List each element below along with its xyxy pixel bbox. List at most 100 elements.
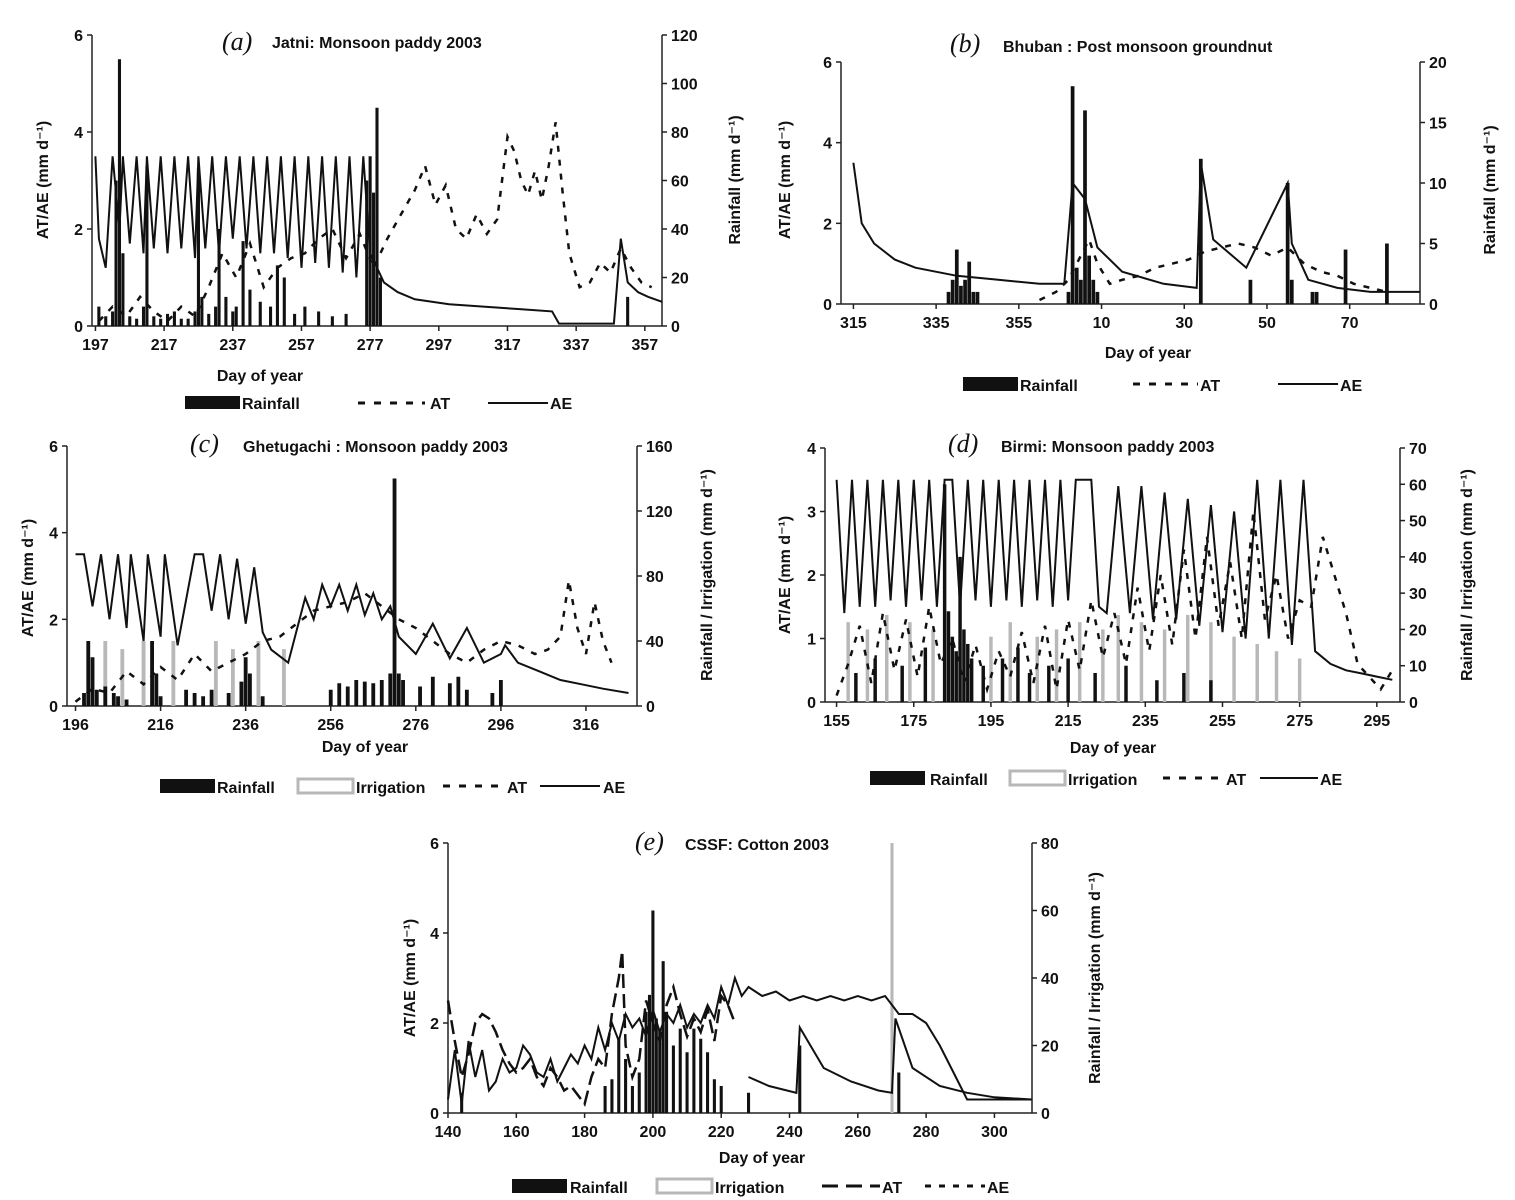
- panel-d-ylabel-left: AT/AE (mm d⁻¹): [777, 516, 794, 634]
- panel-d-ylabel-right: Rainfall / Irrigation (mm d⁻¹): [1459, 469, 1476, 681]
- x-tick-label: 335: [923, 315, 950, 332]
- rainfall-bar: [464, 689, 469, 706]
- irrigation-bar: [1116, 614, 1121, 702]
- rainfall-bar: [121, 253, 125, 326]
- rainfall-bar: [1198, 158, 1203, 304]
- rainfall-bar: [1091, 279, 1096, 304]
- x-tick-label: 275: [1286, 713, 1313, 730]
- rainfall-bar: [1124, 665, 1128, 702]
- y-right-tick-label: 60: [1409, 477, 1427, 494]
- rainfall-bar: [447, 683, 452, 706]
- at-series-line: [97, 122, 653, 323]
- legend-irrigation-label: Irrigation: [715, 1180, 784, 1197]
- x-tick-label: 160: [503, 1124, 530, 1141]
- rainfall-bar: [969, 658, 974, 702]
- legend-at-label: AT: [1226, 772, 1246, 789]
- ae-series-line: [835, 478, 1393, 681]
- y-right-tick-label: 0: [1409, 695, 1418, 712]
- legend-at-label: AT: [507, 780, 527, 797]
- irrigation-bar: [256, 641, 261, 706]
- panel-e-ylabel-left: AT/AE (mm d⁻¹): [402, 919, 419, 1037]
- y-right-tick-label: 70: [1409, 441, 1427, 458]
- rainfall-bar: [430, 676, 435, 706]
- rainfall-bar: [658, 1028, 662, 1113]
- rainfall-bar: [172, 311, 176, 326]
- panel-b-ylabel-right: Rainfall (mm d⁻¹): [1482, 125, 1499, 254]
- rainfall-bar: [923, 647, 928, 702]
- panel-b-plot: 0 2 4 6 0 5 10 15 20 315 335 355 10 30 50 70: [823, 55, 1447, 332]
- rainfall-bar: [217, 229, 221, 326]
- legend-ae-label: AE: [550, 396, 573, 413]
- panel-a-ylabel-left: AT/AE (mm d⁻¹): [35, 121, 52, 239]
- rainfall-bar: [706, 1052, 710, 1113]
- rainfall-bar: [798, 1045, 802, 1113]
- legend-rainfall-swatch: [870, 771, 925, 785]
- irrigation-bar: [931, 629, 935, 702]
- y-left-tick-label: 0: [430, 1106, 439, 1123]
- rainfall-bar: [152, 316, 156, 326]
- panel-b-title: Bhuban : Post monsoon groundnut: [1003, 39, 1273, 56]
- rainfall-bar: [661, 961, 665, 1113]
- y-right-tick-label: 80: [671, 125, 689, 142]
- x-tick-label: 220: [708, 1124, 735, 1141]
- rainfall-bar: [975, 291, 980, 304]
- x-tick-label: 215: [1055, 713, 1082, 730]
- legend-rainfall-swatch: [512, 1179, 567, 1193]
- panel-e-letter: (e): [635, 827, 664, 856]
- rainfall-bar: [401, 680, 405, 706]
- x-tick-label: 357: [631, 337, 658, 354]
- rainfall-bar: [678, 1028, 682, 1113]
- rainfall-bar: [1093, 672, 1097, 702]
- rainfall-bar: [239, 681, 244, 706]
- irrigation-bar: [1008, 622, 1012, 702]
- rainfall-bar: [158, 696, 163, 706]
- rainfall-bar: [490, 693, 495, 706]
- panel-b-legend: Rainfall AT AE: [963, 377, 1363, 395]
- rainfall-bar: [150, 641, 154, 706]
- legend-rainfall-label: Rainfall: [217, 780, 275, 797]
- ae-series-line: [94, 156, 663, 325]
- rainfall-bar: [671, 1045, 675, 1113]
- irrigation-bar: [1054, 629, 1059, 702]
- rainfall-bar: [317, 311, 321, 326]
- rainfall-bar: [626, 296, 630, 326]
- y-right-tick-label: 5: [1429, 237, 1438, 254]
- irrigation-bar: [103, 641, 108, 706]
- x-tick-label: 240: [776, 1124, 803, 1141]
- rainfall-bar: [260, 696, 265, 706]
- panel-c-letter: (c): [190, 429, 219, 458]
- rainfall-bar: [854, 672, 858, 702]
- y-left-tick-label: 2: [807, 568, 816, 585]
- y-left-tick-label: 2: [74, 222, 83, 239]
- rainfall-bar: [145, 165, 149, 326]
- x-tick-label: 175: [900, 713, 927, 730]
- rainfall-bar: [247, 673, 252, 706]
- irrigation-bar: [282, 649, 286, 706]
- rainfall-bar: [654, 1018, 658, 1113]
- rainfall-bar: [963, 279, 967, 304]
- y-right-tick-label: 10: [1429, 176, 1447, 193]
- rainfall-bar: [1182, 672, 1186, 702]
- rainfall-bar: [1314, 291, 1319, 304]
- panel-e-xlabel: Day of year: [719, 1150, 805, 1167]
- rainfall-bar: [104, 316, 108, 326]
- panel-b-xlabel: Day of year: [1105, 345, 1191, 362]
- x-tick-label: 260: [844, 1124, 871, 1141]
- x-tick-label: 216: [147, 717, 174, 734]
- y-left-tick-label: 3: [807, 505, 816, 522]
- x-tick-label: 196: [62, 717, 89, 734]
- legend-ae-label: AE: [987, 1180, 1010, 1197]
- x-tick-label: 297: [425, 337, 452, 354]
- y-left-tick-label: 0: [807, 695, 816, 712]
- rainfall-bar: [959, 285, 963, 304]
- legend-irrigation-swatch: [296, 777, 355, 795]
- rainfall-bar: [665, 1011, 669, 1113]
- rainfall-bar: [950, 279, 955, 304]
- ae-series-line: [447, 974, 1032, 1105]
- y-left-tick-label: 6: [430, 836, 439, 853]
- rainfall-bar: [1385, 243, 1389, 304]
- irrigation-bar: [230, 649, 235, 706]
- rainfall-bar: [258, 301, 262, 326]
- rainfall-bar: [971, 291, 976, 304]
- rainfall-bar: [1000, 658, 1005, 702]
